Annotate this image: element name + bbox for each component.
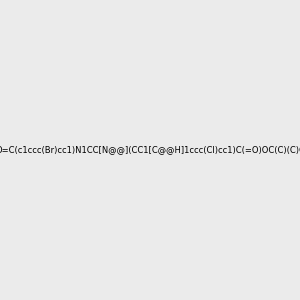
Text: O=C(c1ccc(Br)cc1)N1CC[N@@](CC1[C@@H]1ccc(Cl)cc1)C(=O)OC(C)(C)C: O=C(c1ccc(Br)cc1)N1CC[N@@](CC1[C@@H]1ccc… — [0, 146, 300, 154]
